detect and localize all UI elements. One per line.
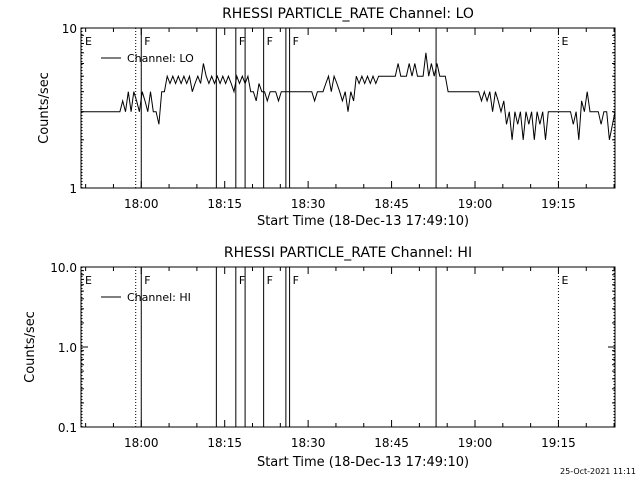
panel-1-x-tick-label: 19:00 <box>458 197 493 211</box>
panel-2-event-label: F <box>267 274 273 287</box>
panel-1-plot-frame <box>80 27 616 189</box>
panel-2-y-axis-label: Counts/sec <box>23 311 38 383</box>
panel-1-event-label: F <box>293 35 299 48</box>
panel-2-y-tick-label: 0.1 <box>58 421 77 435</box>
panel-1-chart: RHESSI PARTICLE_RATE Channel: LO 1 10 18:00… <box>37 6 616 229</box>
panel-1-legend-label: Channel: LO <box>127 52 194 65</box>
panel-1-x-tick-label: 18:30 <box>291 197 326 211</box>
panel-2-title: RHESSI PARTICLE_RATE Channel: HI <box>224 245 472 261</box>
panel-1-y-axis-label: Counts/sec <box>37 72 52 144</box>
panel-2-x-tick-label: 18:45 <box>374 436 409 450</box>
panel-1-x-tick-label: 19:15 <box>541 197 576 211</box>
panel-2-legend-label: Channel: HI <box>127 291 191 304</box>
panel-2-event-label: E <box>85 274 92 287</box>
panel-2-y-tick-label: 10.0 <box>50 261 77 275</box>
panel-1-x-tick-label: 18:15 <box>207 197 242 211</box>
panel-1-title: RHESSI PARTICLE_RATE Channel: LO <box>222 6 474 22</box>
panel-2-chart: RHESSI PARTICLE_RATE Channel: HI 0.1 1.0 10… <box>23 245 616 470</box>
panel-1-event-label: F <box>239 35 245 48</box>
panel-2-event-label: E <box>561 274 568 287</box>
panel-2-x-tick-label: 18:15 <box>207 436 242 450</box>
panel-1-event-label: E <box>85 35 92 48</box>
panel-1-event-label: E <box>561 35 568 48</box>
footer-timestamp: 25-Oct-2021 11:11 <box>560 467 636 476</box>
panel-1-series-line <box>81 52 616 140</box>
panel-1-x-tick-label: 18:45 <box>374 197 409 211</box>
panel-1-x-tick-label: 18:00 <box>124 197 159 211</box>
panel-1-y-tick-label: 10 <box>62 22 77 36</box>
panel-1-y-tick-label: 1 <box>69 182 77 196</box>
panel-2-y-tick-label: 1.0 <box>58 341 77 355</box>
panel-2-x-tick-label: 18:00 <box>124 436 159 450</box>
panel-1-event-label: F <box>267 35 273 48</box>
panel-2-event-label: F <box>293 274 299 287</box>
panel-2-x-tick-label: 19:15 <box>541 436 576 450</box>
panel-2-x-axis-label: Start Time (18-Dec-13 17:49:10) <box>257 455 469 470</box>
panel-1-event-label: F <box>144 35 150 48</box>
panel-1-x-axis-label: Start Time (18-Dec-13 17:49:10) <box>257 214 469 229</box>
panel-2-x-tick-label: 19:00 <box>458 436 493 450</box>
panel-2-x-tick-label: 18:30 <box>291 436 326 450</box>
panel-2-event-label: F <box>144 274 150 287</box>
panel-2-event-label: F <box>239 274 245 287</box>
